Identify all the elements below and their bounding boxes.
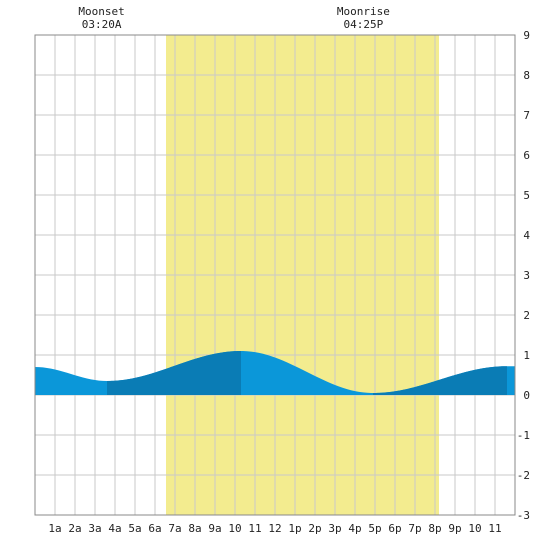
x-tick-label: 11 <box>488 522 501 535</box>
y-tick-label: 1 <box>523 349 530 362</box>
moonset-label: Moonset <box>78 5 124 18</box>
x-tick-label: 10 <box>228 522 241 535</box>
moonrise-time: 04:25P <box>344 18 384 31</box>
y-tick-labels: 9 8 7 6 5 4 3 2 1 0 -1 -2 -3 <box>517 29 531 522</box>
y-tick-label: 6 <box>523 149 530 162</box>
moonset-time: 03:20A <box>82 18 122 31</box>
x-tick-label: 10 <box>468 522 481 535</box>
y-tick-label: -2 <box>517 469 530 482</box>
y-tick-label: 5 <box>523 189 530 202</box>
y-tick-label: 7 <box>523 109 530 122</box>
x-tick-label: 1p <box>288 522 301 535</box>
plot-frame <box>34 34 516 516</box>
x-tick-label: 9p <box>448 522 461 535</box>
x-tick-label: 3a <box>88 522 101 535</box>
y-tick-label: 2 <box>523 309 530 322</box>
y-tick-label: 8 <box>523 69 530 82</box>
tide-area-band <box>373 366 507 395</box>
tide-layer <box>35 351 515 395</box>
x-tick-label: 1a <box>48 522 61 535</box>
x-tick-label: 5a <box>128 522 141 535</box>
x-tick-labels: 1a 2a 3a 4a 5a 6a 7a 8a 9a 10 11 12 1p 2p 3p 4p 5p 6p 7p 8p… <box>48 522 501 535</box>
tide-area-band <box>107 351 241 395</box>
y-tick-label: -1 <box>517 429 530 442</box>
x-tick-label: 7a <box>168 522 181 535</box>
x-tick-label: 9a <box>208 522 221 535</box>
x-tick-label: 4a <box>108 522 121 535</box>
x-tick-label: 2p <box>308 522 321 535</box>
moonrise-label: Moonrise <box>337 5 390 18</box>
y-tick-label: 0 <box>523 389 530 402</box>
grid-layer <box>35 35 515 515</box>
x-tick-label: 3p <box>328 522 341 535</box>
x-tick-label: 6p <box>388 522 401 535</box>
x-tick-label: 5p <box>368 522 381 535</box>
x-tick-label: 6a <box>148 522 161 535</box>
x-tick-label: 8a <box>188 522 201 535</box>
x-tick-label: 8p <box>428 522 441 535</box>
y-tick-label: 4 <box>523 229 530 242</box>
x-tick-label: 4p <box>348 522 361 535</box>
x-tick-label: 11 <box>248 522 261 535</box>
y-tick-label: 9 <box>523 29 530 42</box>
y-tick-label: -3 <box>517 509 530 522</box>
x-tick-label: 12 <box>268 522 281 535</box>
x-tick-label: 2a <box>68 522 81 535</box>
x-tick-label: 7p <box>408 522 421 535</box>
y-tick-label: 3 <box>523 269 530 282</box>
